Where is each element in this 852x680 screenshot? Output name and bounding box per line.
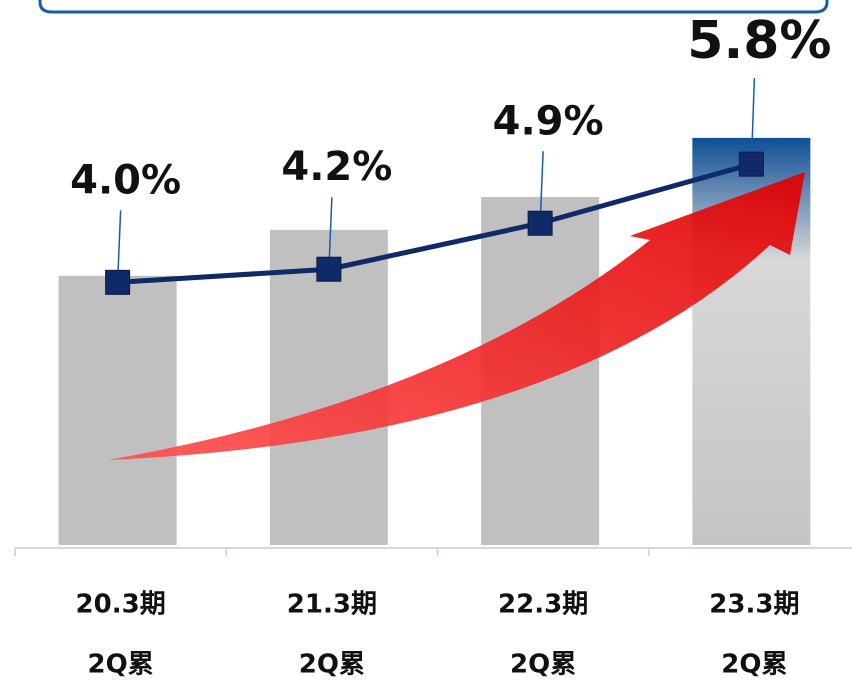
value-label: 5.8%	[687, 11, 831, 71]
value-label: 4.2%	[281, 144, 392, 190]
bar	[59, 276, 177, 545]
x-tick-label: 2Q累	[510, 650, 576, 680]
marker	[317, 257, 341, 281]
x-tick-label: 21.3期	[287, 590, 377, 620]
plot: 4.0% 4.2% 4.9% 5.8% 20.3期 2Q累 21.3期 2Q累 22.3期 2Q累…	[15, 11, 852, 679]
x-tick-label: 23.3期	[709, 590, 799, 620]
marker	[106, 270, 130, 294]
x-tick-label: 2Q累	[88, 650, 154, 680]
x-tick-label: 22.3期	[498, 590, 588, 620]
x-tick-label: 20.3期	[76, 590, 166, 620]
value-label: 4.0%	[70, 157, 181, 203]
marker	[528, 211, 552, 235]
value-label: 4.9%	[493, 98, 604, 144]
chart: 4.0% 4.2% 4.9% 5.8% 20.3期 2Q累 21.3期 2Q累 22.3期 2Q累…	[0, 0, 852, 680]
marker	[739, 152, 763, 176]
x-tick-label: 2Q累	[721, 650, 787, 680]
x-tick-label: 2Q累	[299, 650, 365, 680]
